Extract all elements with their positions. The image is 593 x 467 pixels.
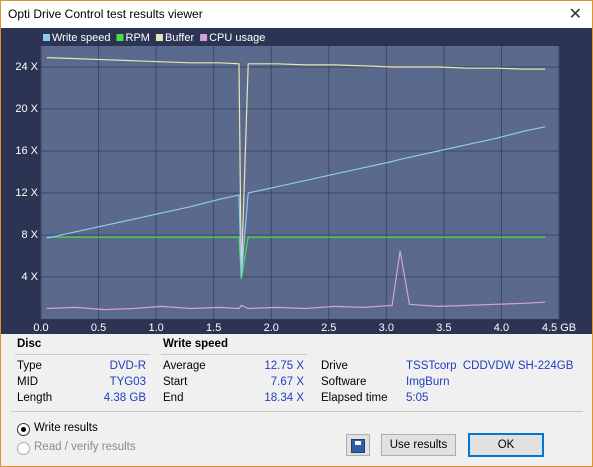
series-line: [46, 250, 546, 311]
value: 12.75 X: [264, 360, 304, 372]
value: TYG03: [109, 376, 146, 388]
label: Software: [321, 376, 367, 388]
x-tick-label: 0.5: [91, 322, 106, 334]
x-tick-label: 2.0: [264, 322, 279, 334]
write-speed-heading: Write speed: [163, 338, 228, 350]
x-tick-label: 1.0: [148, 322, 163, 334]
label: Start: [163, 376, 188, 388]
label: Type: [17, 360, 42, 372]
value: 18.34 X: [264, 392, 304, 404]
x-tick-label: 4.0: [494, 322, 509, 334]
ok-button[interactable]: OK: [468, 433, 544, 457]
divider: [11, 411, 583, 412]
legend-swatch: [200, 34, 208, 41]
label: Length: [17, 392, 53, 404]
value: TSSTcorp CDDVDW SH-224GB: [406, 360, 574, 372]
label: Drive: [321, 360, 348, 372]
series-line: [46, 126, 546, 278]
legend-label: Buffer: [165, 32, 194, 44]
use-results-button[interactable]: Use results: [381, 434, 456, 456]
x-tick-label: 4.5 GB: [542, 322, 576, 334]
y-tick-label: 24 X: [15, 61, 38, 73]
legend-swatch: [116, 34, 124, 41]
legend-label: RPM: [126, 32, 150, 44]
y-tick-label: 4 X: [21, 271, 38, 283]
series-line: [46, 236, 546, 280]
y-tick-label: 12 X: [15, 187, 38, 199]
label: Elapsed time: [321, 392, 388, 404]
radio-button[interactable]: [17, 423, 30, 436]
title-bar: Opti Drive Control test results viewer ✕: [1, 1, 592, 28]
radio-label[interactable]: Write results: [34, 422, 98, 434]
disc-heading: Disc: [17, 338, 42, 350]
value: 4.38 GB: [103, 392, 146, 404]
x-tick-label: 1.5: [206, 322, 221, 334]
close-button[interactable]: ✕: [568, 6, 582, 23]
value: 5:05: [406, 392, 429, 404]
y-tick-label: 8 X: [21, 229, 38, 241]
x-tick-label: 2.5: [321, 322, 336, 334]
label: End: [163, 392, 184, 404]
x-tick-label: 0.0: [33, 322, 48, 334]
legend-label: Write speed: [52, 32, 111, 44]
legend-swatch: [43, 34, 50, 41]
chart: 4 X 8 X 12 X 16 X 20 X 24 X 0.0 0.5 1.0 1.5 2.0 2.5…: [1, 28, 592, 334]
series-line: [46, 57, 546, 278]
y-tick-label: 20 X: [15, 103, 38, 115]
radio-button[interactable]: [17, 442, 30, 455]
x-tick-label: 3.0: [379, 322, 394, 334]
divider: [161, 354, 307, 355]
window-title: Opti Drive Control test results viewer: [8, 7, 203, 21]
value: DVD-R: [109, 360, 146, 372]
label: Average: [163, 360, 206, 372]
value: 7.67 X: [270, 376, 304, 388]
plot-area: [41, 46, 559, 319]
legend-label: CPU usage: [209, 32, 265, 44]
label: MID: [17, 376, 39, 388]
y-tick-label: 16 X: [15, 145, 38, 157]
x-tick-label: 3.5: [436, 322, 451, 334]
save-button[interactable]: [346, 434, 370, 456]
radio-label[interactable]: Read / verify results: [34, 441, 136, 453]
divider: [15, 354, 150, 355]
value: ImgBurn: [406, 376, 450, 388]
legend-swatch: [155, 34, 163, 41]
